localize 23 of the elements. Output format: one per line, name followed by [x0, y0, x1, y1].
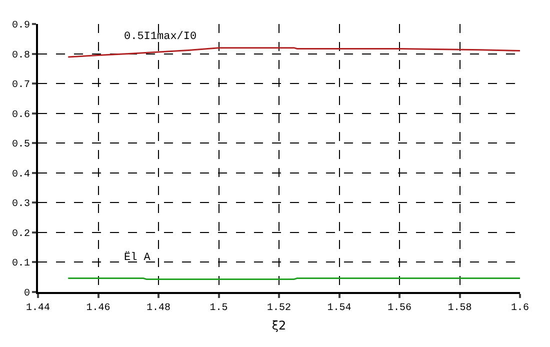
x-tick-label: 1.44 [26, 303, 50, 314]
x-tick-label: 1.58 [448, 303, 472, 314]
y-tick-label: 0.2 [12, 228, 30, 240]
y-tick-label: 0.9 [12, 20, 30, 32]
x-tick-label: 1.54 [327, 303, 352, 314]
series-label: 0.5I1max/I0 [124, 31, 197, 43]
x-tick-label: 1.48 [146, 303, 171, 314]
x-tick-label: 1.6 [510, 303, 530, 314]
y-tick-label: 0.6 [12, 110, 30, 121]
line-series [67, 47, 520, 58]
y-tick-label: 0.5 [12, 140, 30, 151]
y-tick-label: 0.8 [12, 50, 30, 62]
x-axis-title: ξ2 [272, 318, 286, 332]
series-label: Ël A [124, 251, 151, 264]
x-tick-label: 1.5 [210, 303, 228, 314]
y-tick-label: 0 [24, 288, 30, 300]
x-tick-label: 1.46 [86, 303, 110, 314]
y-tick-label: 0.3 [12, 199, 30, 210]
x-tick-label: 1.56 [387, 303, 412, 314]
x-tick-label: 1.52 [266, 303, 292, 314]
y-tick-label: 0.7 [12, 80, 30, 92]
y-tick-label: 0.4 [12, 169, 30, 180]
y-tick-label: 0.1 [12, 258, 30, 270]
